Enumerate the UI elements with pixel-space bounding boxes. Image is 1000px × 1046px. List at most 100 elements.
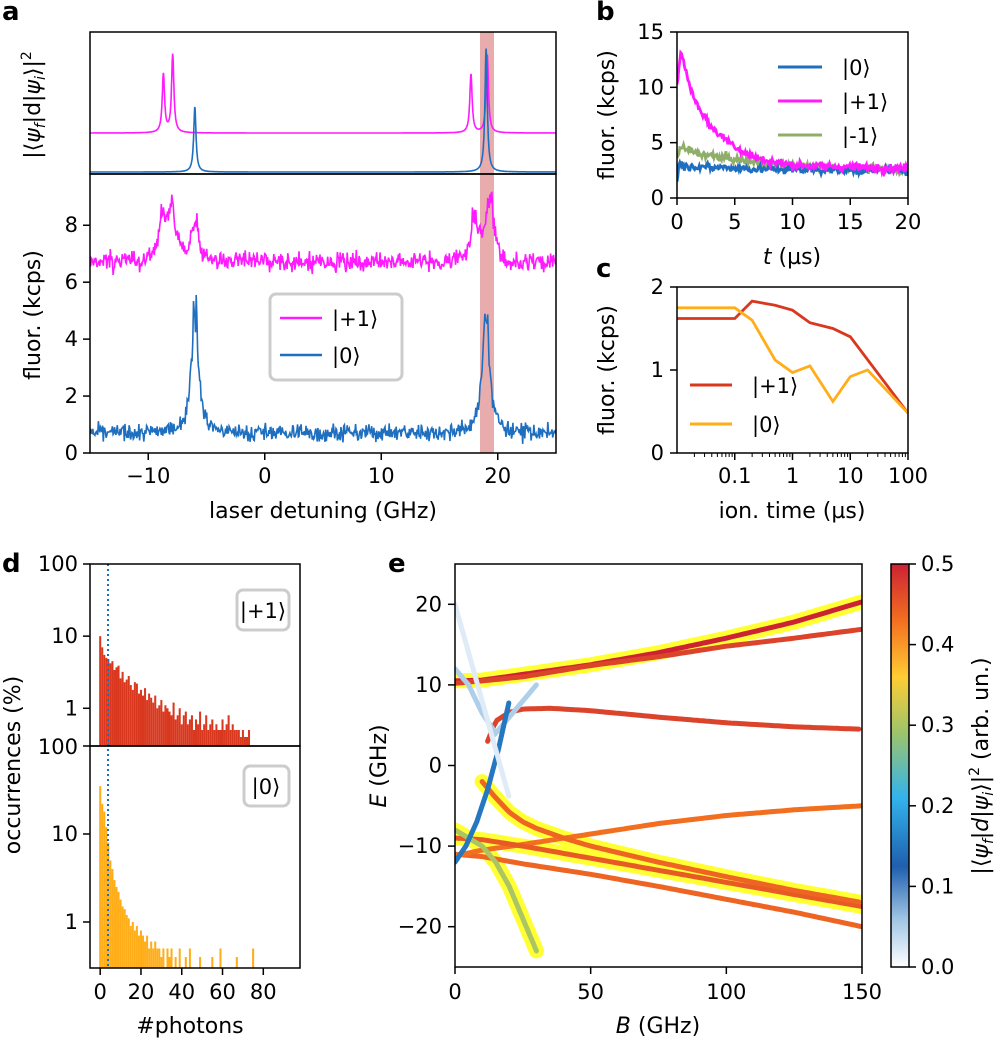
histogram-bar (203, 724, 206, 746)
energy-level-line (455, 835, 862, 909)
histogram-bar (168, 957, 171, 968)
histogram-bar (152, 948, 155, 968)
histogram-bar (199, 711, 202, 746)
panel-b-legend-item: |0⟩ (842, 56, 871, 81)
histogram-bar (235, 729, 238, 746)
tick-label: 100 (888, 464, 928, 488)
panel-e-xlabel: B (GHz) (616, 1014, 700, 1039)
histogram-bar (217, 729, 220, 746)
tick-label: 0.4 (921, 633, 954, 657)
histogram-bar (227, 715, 230, 746)
panel-e-xticks: 0 50 100 150 (448, 967, 882, 1004)
panel-a-top-ylabel: |⟨ψf|d|ψi⟩|2 (19, 51, 49, 159)
histogram-bar (162, 948, 165, 968)
histogram-bar (166, 948, 169, 968)
series-line (677, 306, 908, 415)
histogram-bar (211, 957, 214, 968)
tick-label: 10 (415, 673, 442, 697)
histogram-bar (154, 941, 157, 968)
panel-c-xticks: 0.1 1 10 100 (693, 453, 928, 488)
panel-d-bottom-state-box: |0⟩ (242, 764, 291, 808)
histogram-bar (190, 715, 193, 746)
histogram-bar (158, 948, 161, 968)
tick-label: 150 (842, 980, 882, 1004)
histogram-bar (119, 899, 122, 968)
tick-label: 20 (484, 464, 511, 488)
panel-b-xlabel: t (µs) (763, 245, 821, 270)
panel-c-ylabel: fluor. (kcps) (595, 305, 620, 435)
histogram-bar (164, 705, 167, 746)
panel-d-bottom-state-label: |0⟩ (252, 775, 281, 800)
panel-a-yticks: 0 2 4 6 8 (65, 213, 90, 465)
histogram-bar (239, 736, 242, 746)
histogram-bar (129, 926, 132, 968)
histogram-bar (117, 891, 120, 968)
histogram-bar (144, 941, 147, 968)
tick-label: 4 (65, 327, 78, 351)
tick-label: 40 (168, 980, 195, 1004)
tick-label: 20 (895, 210, 922, 234)
tick-label: 0.0 (921, 955, 954, 979)
histogram-bar (117, 665, 120, 746)
histogram-bar (170, 948, 173, 968)
panel-b-label: b (596, 0, 615, 27)
highlight-band (455, 594, 862, 689)
histogram-bar (127, 918, 130, 968)
histogram-bar (178, 708, 181, 746)
histogram-bar (107, 659, 110, 746)
histogram-bar (103, 811, 106, 968)
histogram-bar (141, 695, 145, 746)
histogram-bar (158, 705, 161, 746)
histogram-bar (125, 679, 128, 746)
histogram-bar (131, 921, 134, 968)
tick-label: 20 (415, 592, 442, 616)
tick-label: 0.5 (921, 552, 954, 576)
histogram-bar (231, 724, 234, 746)
tick-label: 8 (65, 213, 78, 237)
histogram-bar (174, 719, 177, 746)
panel-c-legend-item: |0⟩ (752, 413, 781, 438)
histogram-bar (209, 724, 212, 746)
tick-label: 1 (65, 696, 78, 720)
tick-label: 100 (706, 980, 746, 1004)
tick-label: 20 (128, 980, 155, 1004)
panel-d-label: d (2, 549, 21, 579)
energy-level-line (479, 779, 862, 905)
tick-label: 6 (65, 270, 78, 294)
histogram-bar (223, 729, 226, 746)
histogram-bar (156, 948, 159, 968)
energy-level-line (455, 700, 512, 865)
panel-b: b fluor. (kcps) t (µs) 0 5 10 15 20 0 5 10 15 |… (595, 0, 921, 270)
histogram-bar (248, 729, 251, 746)
series-line (90, 191, 556, 275)
histogram-bar (225, 724, 228, 746)
panel-a-ylabel: fluor. (kcps) (21, 250, 46, 380)
histogram-bar (141, 935, 145, 968)
histogram-bar (111, 869, 114, 968)
histogram-bar (184, 957, 187, 968)
energy-level-line (455, 626, 862, 686)
tick-label: −20 (398, 915, 442, 939)
tick-label: 1 (651, 358, 664, 382)
colorbar (890, 563, 910, 968)
histogram-bar (115, 667, 118, 746)
histogram-bar (195, 719, 198, 746)
histogram-bar (201, 729, 204, 746)
histogram-bar (205, 715, 208, 746)
histogram-bar (229, 729, 232, 746)
tick-label: 10 (837, 464, 864, 488)
panel-c-xlabel: ion. time (µs) (719, 499, 866, 524)
histogram-bar (135, 926, 138, 968)
histogram-bar (133, 682, 136, 746)
histogram-bar (213, 729, 216, 746)
energy-level-line (455, 601, 512, 799)
tick-label: 0 (651, 441, 664, 465)
tick-label: 0 (65, 441, 78, 465)
panel-b-legend-item: |-1⟩ (842, 124, 878, 149)
histogram-bar (119, 678, 122, 746)
tick-label: 10 (779, 210, 806, 234)
histogram-bar (221, 719, 224, 746)
histogram-bar (135, 683, 138, 746)
histogram-bar (109, 663, 112, 746)
panel-e-plot (455, 599, 862, 954)
